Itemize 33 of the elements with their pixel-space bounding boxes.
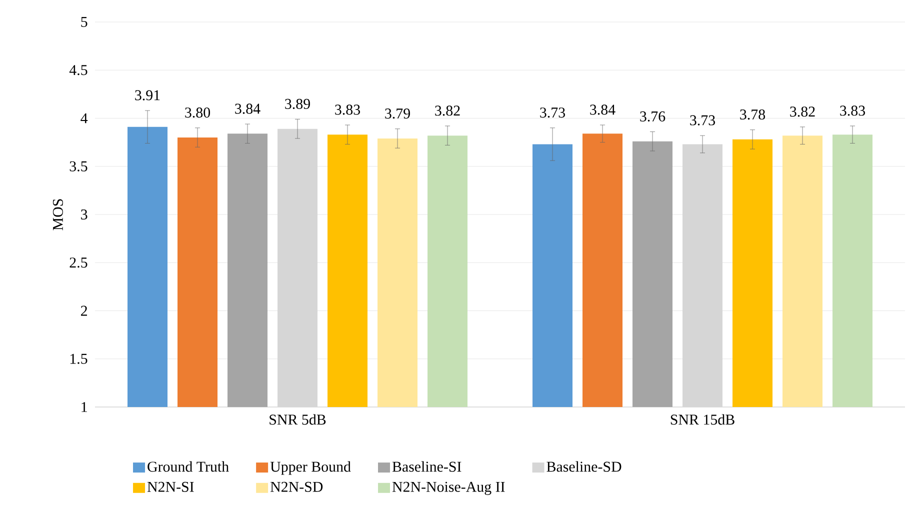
x-tick-label: SNR 5dB [270,414,326,425]
legend-label: Ground Truth [148,461,229,472]
y-tick-label: 3.5 [70,161,88,172]
y-tick-label: 2.5 [70,258,88,268]
data-label: 3.83 [335,104,360,115]
y-tick-label: 5 [81,17,88,27]
data-label: 3.91 [135,90,160,100]
data-label: 3.76 [640,111,666,122]
y-tick-label: 4 [80,113,88,124]
data-label: 3.78 [740,109,766,120]
y-tick-label: 1 [82,402,87,412]
data-label: 3.84 [590,104,616,115]
legend-label: Baseline-SI [392,461,462,472]
y-tick-label: 3 [81,209,88,220]
data-label: 3.73 [690,115,716,126]
data-label: 3.82 [790,106,815,117]
data-label: 3.80 [185,108,210,118]
data-label: 3.82 [435,106,460,116]
data-label: 3.89 [285,98,310,110]
legend-label: Upper Bound [270,461,351,475]
data-label: 3.84 [235,104,260,114]
y-tick-label: 4.5 [69,65,88,76]
data-label: 3.79 [385,108,410,119]
y-tick-label: 2 [81,306,87,316]
legend-label: Baseline-SD [546,461,622,472]
x-tick-label: SNR 15dB [670,414,734,425]
y-axis-title: MOS [52,199,63,230]
legend-label: N2N-SD [270,482,323,492]
legend-label: N2N-Noise-Aug II [392,482,505,495]
data-label: 3.73 [540,108,565,118]
legend-label: N2N-SI [147,482,194,492]
data-label: 3.83 [840,106,866,116]
y-tick-label: 1.5 [70,354,88,364]
